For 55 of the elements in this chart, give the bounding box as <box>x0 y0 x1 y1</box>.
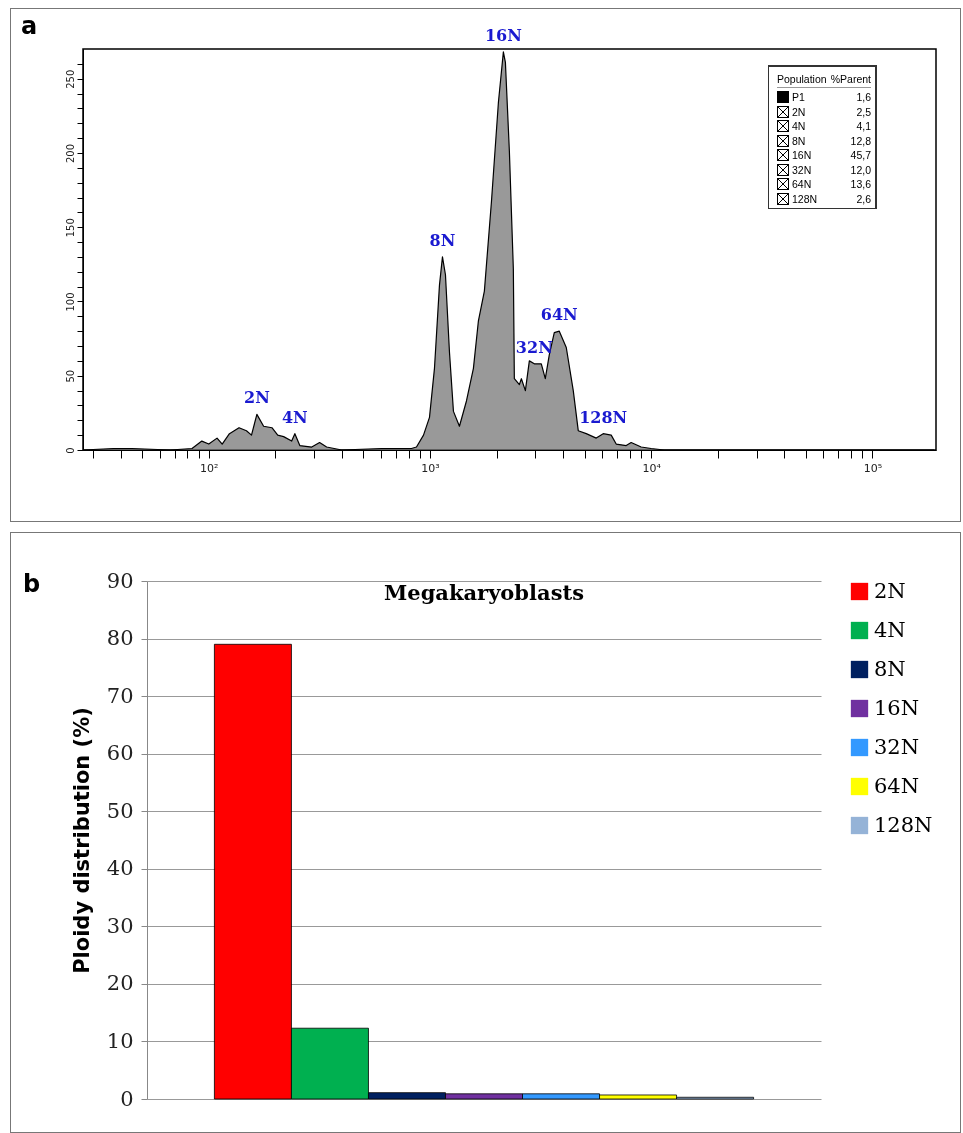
y-tick-label: 50 <box>106 798 134 823</box>
annotation: 4N <box>281 407 308 427</box>
annotation: 64N <box>792 178 812 191</box>
x-tick-label: 10² <box>200 461 219 475</box>
y-tick-label: 20 <box>106 971 134 996</box>
y-tick-label: 150 <box>64 218 76 238</box>
annotation: 16N <box>484 25 522 45</box>
y-tick-label: 250 <box>64 69 76 89</box>
legend-label: 8N <box>874 656 906 681</box>
x-tick-label: 10⁴ <box>642 461 662 475</box>
annotation: 128N <box>792 192 818 205</box>
legend-label: 2N <box>874 578 906 603</box>
y-tick-label: 0 <box>120 1086 134 1111</box>
y-tick-label: 40 <box>106 856 134 881</box>
y-tick-label: 100 <box>64 292 76 312</box>
annotation: 13,6 <box>850 178 871 191</box>
annotation: Population <box>777 73 827 85</box>
y-tick-label: 90 <box>106 568 134 593</box>
text: a <box>21 12 38 40</box>
annotation: 45,7 <box>850 149 871 162</box>
annotation: 12,0 <box>850 163 871 176</box>
annotation: 4N <box>792 120 806 133</box>
y-tick-label: 0 <box>64 447 76 454</box>
annotation: 2N <box>792 105 806 118</box>
annotation: P1 <box>792 91 805 104</box>
annotation: 2N <box>244 388 270 408</box>
legend-label: 4N <box>874 617 906 642</box>
y-tick-label: 60 <box>106 741 134 766</box>
legend-label: 32N <box>874 734 920 759</box>
annotation: 128N <box>579 407 628 427</box>
text: b <box>23 570 41 598</box>
x-tick-label: 10³ <box>421 461 440 475</box>
annotation: 16N <box>792 149 812 162</box>
annotation: 64N <box>540 305 578 325</box>
legend-label: 16N <box>874 695 920 720</box>
annotation: 2,6 <box>856 192 871 205</box>
y-axis-title: Ploidy distribution (%) <box>69 707 94 974</box>
y-tick-label: 200 <box>64 143 76 164</box>
y-tick-label: 50 <box>64 369 76 383</box>
y-tick-label: 80 <box>106 626 134 651</box>
annotation: 4,1 <box>856 120 871 133</box>
annotation: %Parent <box>830 73 871 85</box>
legend-label: 128N <box>874 812 933 837</box>
annotation: 12,8 <box>850 134 871 147</box>
annotation: 2,5 <box>856 105 871 118</box>
x-tick-label: 10⁵ <box>863 461 883 475</box>
legend-label: 64N <box>874 773 920 798</box>
annotation: 32N <box>792 163 812 176</box>
annotation: 8N <box>792 134 806 147</box>
y-tick-label: 10 <box>106 1028 134 1053</box>
y-tick-label: 30 <box>106 913 134 938</box>
y-tick-label: 70 <box>106 683 134 708</box>
chart-title: Megakaryoblasts <box>384 580 584 605</box>
annotation: 1,6 <box>856 91 871 104</box>
annotation: 8N <box>429 230 456 250</box>
